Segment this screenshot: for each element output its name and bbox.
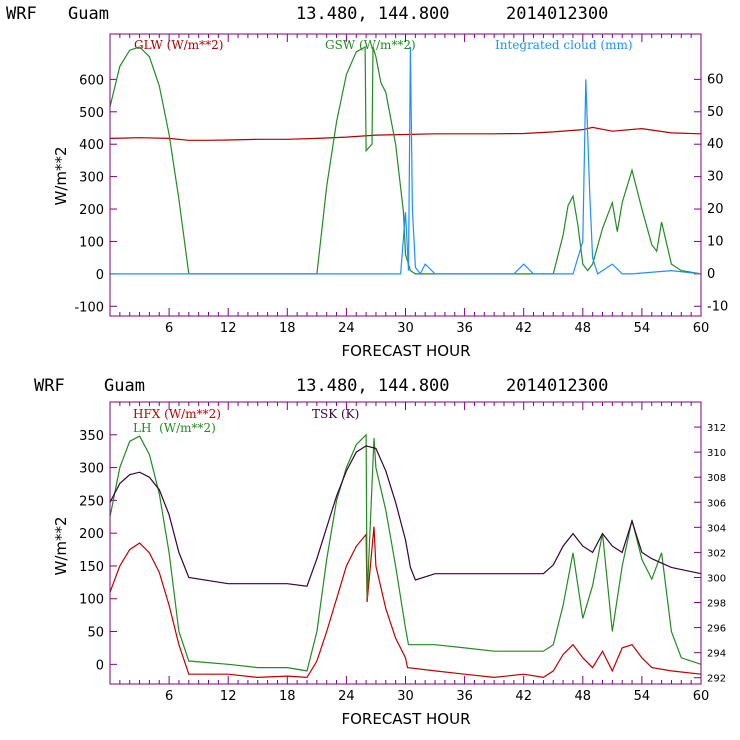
panel-1-ytick-left-100: 100: [79, 235, 104, 250]
panel-1-ytick-right-20: 20: [707, 202, 724, 217]
panel-2-ticks: 6 12 18 24 30 36 42 48 54 60 0 50 100 150 200 250 300 350…: [79, 402, 726, 704]
panel-1-date: 2014012300: [506, 4, 608, 24]
panel-1-xtick-54: 54: [634, 321, 651, 336]
panel-1-ytick-left-500: 500: [79, 106, 104, 121]
panel-2-xtick-60: 60: [693, 689, 710, 704]
panel-1-ytick-right-60: 60: [707, 72, 724, 87]
panel-2-ylabel: W/m**2: [52, 516, 70, 575]
panel-1-ytick-left-200: 200: [79, 203, 104, 218]
panel-2-frame: [109, 401, 702, 685]
legend-gsw: GSW (W/m**2): [325, 38, 416, 52]
legend-hfx: HFX (W/m**2): [133, 407, 221, 421]
panel-2-ytick-right-296: 296: [707, 624, 726, 635]
panel-1-frame: [109, 33, 702, 317]
panel-1-ytick-right-50: 50: [707, 105, 724, 120]
panel-1-ytick-right-10: 10: [707, 234, 724, 249]
panel-1-ticks: 6 12 18 24 30 36 42 48 54 60-10001002003004005006…: [74, 34, 728, 336]
panel-2-xtick-12: 12: [220, 689, 237, 704]
legend-tsk: TSK (K): [312, 407, 359, 421]
panel-2-ytick-left-150: 150: [79, 560, 104, 575]
panel-1-location: Guam: [68, 4, 109, 24]
panel-2-ytick-right-306: 306: [707, 498, 726, 509]
panel-1-model: WRF: [6, 4, 37, 24]
panel-2-ytick-right-308: 308: [707, 473, 726, 484]
panel-2-tsk-line: [109, 445, 702, 587]
panel-1: WRF Guam 13.480, 144.800 2014012300 GLW …: [6, 4, 728, 360]
panel-2-ytick-left-50: 50: [87, 626, 104, 641]
panel-2-xtick-36: 36: [456, 689, 473, 704]
panel-2-ytick-left-250: 250: [79, 494, 104, 509]
panel-2-xtick-54: 54: [634, 689, 651, 704]
panel-2-xlabel: FORECAST HOUR: [341, 710, 470, 728]
panel-1-xtick-12: 12: [220, 321, 237, 336]
panel-1-ylabel: W/m**2: [52, 146, 70, 205]
panel-1-series: [109, 45, 702, 276]
panel-2-hfx-line: [109, 526, 702, 679]
legend-glw: GLW (W/m**2): [134, 38, 223, 52]
panel-1-xtick-6: 6: [165, 321, 173, 336]
panel-2-ytick-right-312: 312: [707, 423, 726, 434]
panel-1-xtick-60: 60: [693, 321, 710, 336]
panel-1-gsw-line: [109, 45, 702, 275]
panel-2-ytick-right-298: 298: [707, 599, 726, 610]
panel-2-xtick-18: 18: [279, 689, 296, 704]
panel-2-xtick-48: 48: [575, 689, 592, 704]
panel-2-ytick-left-300: 300: [79, 462, 104, 477]
panel-1-ytick-left-600: 600: [79, 73, 104, 88]
panel-2-xtick-30: 30: [397, 689, 414, 704]
panel-2-date: 2014012300: [506, 376, 608, 396]
panel-2-xtick-24: 24: [338, 689, 355, 704]
panel-1-xtick-18: 18: [279, 321, 296, 336]
panel-1-cloud-line: [110, 46, 702, 276]
panel-1-glw-line: [109, 126, 702, 141]
panel-2-xtick-42: 42: [515, 689, 532, 704]
panel-2-ytick-right-310: 310: [707, 448, 726, 459]
panel-2-model: WRF: [34, 376, 65, 396]
panel-1-xtick-48: 48: [575, 321, 592, 336]
panel-1-xtick-24: 24: [338, 321, 355, 336]
panel-1-ytick-left-400: 400: [79, 138, 104, 153]
legend-lh: LH (W/m**2): [133, 421, 216, 435]
panel-2-xtick-6: 6: [165, 689, 173, 704]
panel-2-ytick-right-292: 292: [707, 674, 726, 685]
panel-1-ytick-right--10: -10: [707, 299, 728, 314]
panel-1-ytick-left-300: 300: [79, 171, 104, 186]
panel-2-series: [109, 433, 702, 679]
panel-2: WRF Guam 13.480, 144.800 2014012300 HFX …: [34, 376, 726, 728]
panel-1-ytick-right-40: 40: [707, 137, 724, 152]
panel-1-ytick-left-0: 0: [96, 268, 104, 283]
panel-2-ytick-left-100: 100: [79, 593, 104, 608]
panel-1-xtick-30: 30: [397, 321, 414, 336]
panel-2-coords: 13.480, 144.800: [296, 376, 450, 396]
panel-1-ytick-left--100: -100: [74, 300, 104, 315]
panel-2-ytick-right-300: 300: [707, 573, 726, 584]
panel-2-location: Guam: [104, 376, 145, 396]
panel-1-xlabel: FORECAST HOUR: [341, 342, 470, 360]
panel-2-ytick-left-200: 200: [79, 527, 104, 542]
panel-1-xtick-36: 36: [456, 321, 473, 336]
panel-2-ytick-right-302: 302: [707, 548, 726, 559]
panel-1-coords: 13.480, 144.800: [296, 4, 450, 24]
legend-cloud: Integrated cloud (mm): [495, 38, 633, 52]
panel-2-lh-line: [109, 433, 702, 672]
panel-2-ytick-right-304: 304: [707, 523, 726, 534]
panel-1-xtick-42: 42: [515, 321, 532, 336]
panel-1-ytick-right-0: 0: [707, 267, 715, 282]
panel-1-ytick-right-30: 30: [707, 170, 724, 185]
panel-2-ytick-right-294: 294: [707, 649, 726, 660]
panel-2-ytick-left-0: 0: [96, 658, 104, 673]
panel-2-ytick-left-350: 350: [79, 429, 104, 444]
